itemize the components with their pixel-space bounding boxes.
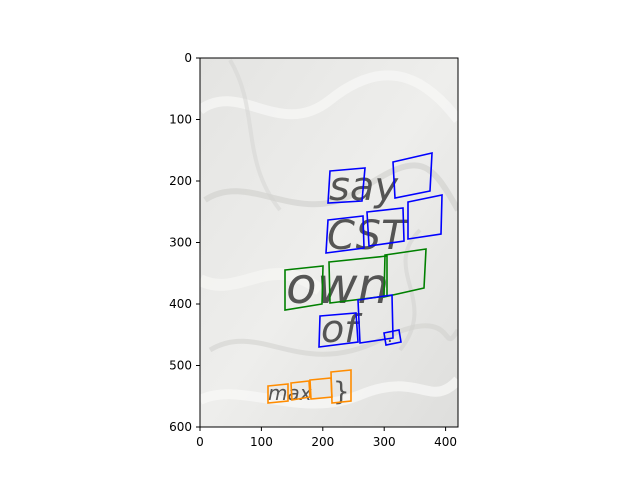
box-overlays	[267, 151, 443, 404]
y-tick-label: 100	[169, 113, 192, 127]
y-tick-label: 200	[169, 174, 192, 188]
box-dot	[383, 329, 402, 346]
background-image	[200, 58, 458, 427]
x-axis	[199, 427, 447, 431]
box-brace	[330, 369, 352, 404]
box-of-o	[318, 312, 359, 348]
y-tick-label: 300	[169, 236, 192, 250]
x-tick-labels: 0 100 200 300 400	[196, 435, 457, 449]
y-tick-label: 500	[169, 359, 192, 373]
word-brace: }	[333, 377, 350, 407]
word-dot: .	[387, 326, 393, 347]
y-axis	[196, 57, 200, 428]
box-cst-s	[366, 207, 405, 247]
x-tick-label: 400	[434, 435, 457, 449]
y-tick-label: 0	[184, 51, 192, 65]
box-say-s	[327, 167, 366, 204]
box-cst-t	[407, 194, 443, 240]
y-tick-labels: 0 100 200 300 400 500 600	[169, 51, 192, 434]
box-own-n	[383, 248, 427, 299]
box-max-a	[290, 380, 311, 401]
box-max-m	[267, 383, 289, 404]
y-tick-label: 400	[169, 297, 192, 311]
word-own: own	[286, 257, 389, 315]
y-tick-label: 600	[169, 420, 192, 434]
x-tick-label: 300	[373, 435, 396, 449]
x-tick-label: 200	[311, 435, 334, 449]
box-of-f	[357, 294, 394, 344]
x-tick-label: 100	[250, 435, 273, 449]
box-own-o	[284, 265, 324, 311]
box-say-y	[392, 151, 433, 199]
box-cst-c	[325, 215, 365, 254]
x-tick-label: 0	[196, 435, 204, 449]
